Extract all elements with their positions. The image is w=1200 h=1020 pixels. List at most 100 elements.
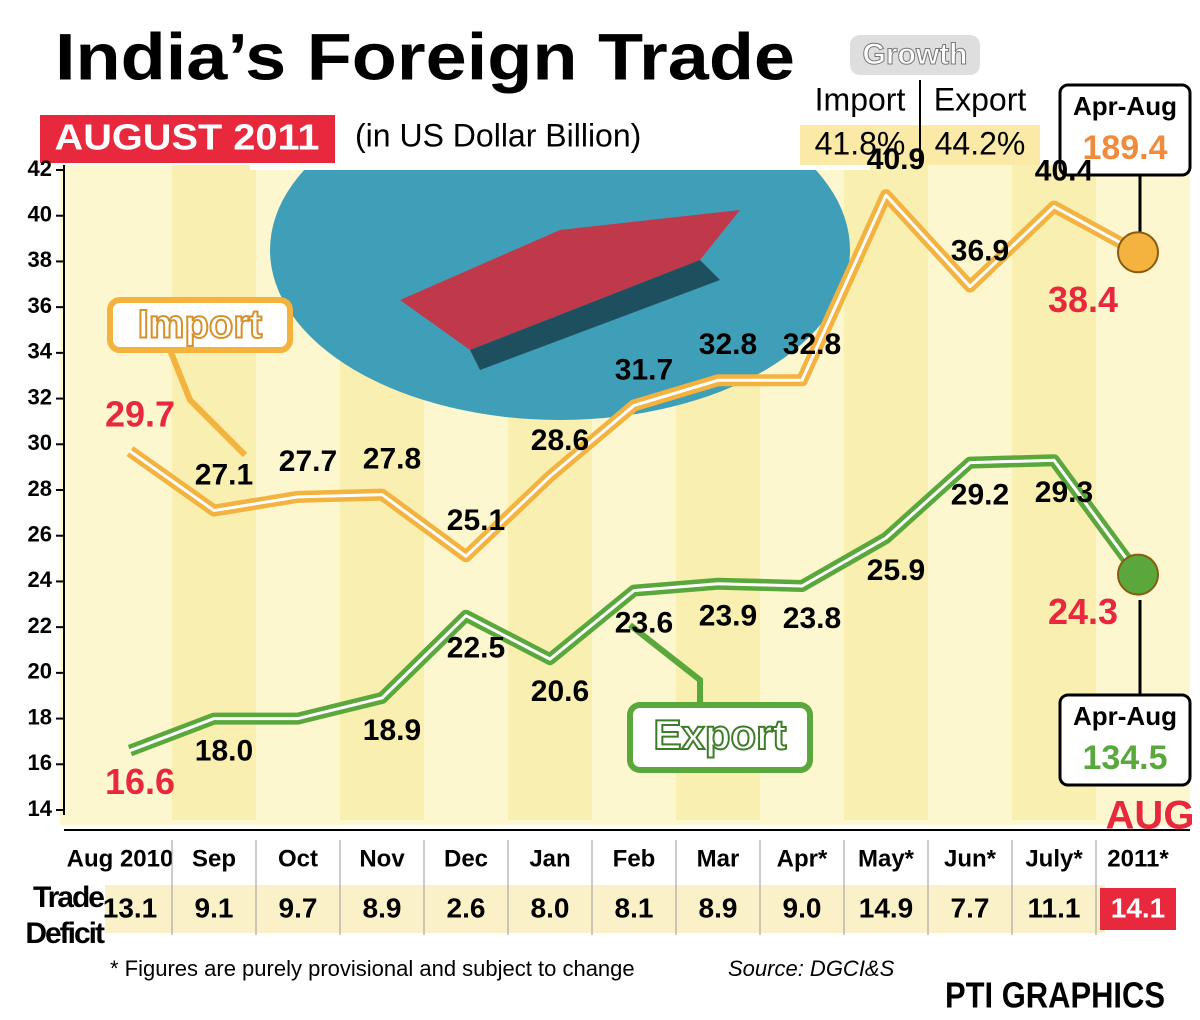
deficit-value: 14.9 (859, 892, 914, 923)
export-legend-box (627, 702, 813, 773)
data-label: 27.7 (279, 445, 337, 478)
growth-label: Export (934, 81, 1027, 117)
column-stripe (844, 165, 928, 820)
y-tick-label: 42 (28, 156, 52, 181)
data-label: 18.9 (363, 714, 421, 747)
deficit-value: 8.9 (699, 892, 738, 923)
y-tick-label: 28 (28, 476, 52, 501)
legend-pointer (628, 622, 703, 705)
x-tick-label: May* (858, 845, 915, 872)
legend-label: Export (653, 711, 786, 758)
y-tick-label: 24 (28, 567, 53, 592)
import-legend-box (107, 297, 293, 353)
data-label: 27.1 (195, 458, 253, 491)
data-label: 32.8 (783, 328, 841, 361)
data-label: 29.7 (105, 394, 175, 435)
deficit-value: 9.7 (279, 892, 318, 923)
import-total-box (1058, 83, 1192, 177)
y-tick-label: 14 (28, 796, 53, 821)
data-label: 27.8 (363, 442, 421, 475)
y-tick-label: 18 (28, 704, 52, 729)
y-tick-label: 30 (28, 430, 52, 455)
ship (400, 210, 740, 350)
data-label: 18.0 (195, 734, 253, 767)
total-label: Apr-Aug (1073, 91, 1177, 121)
y-tick-label: 32 (28, 384, 52, 409)
x-tick-label: July* (1025, 845, 1083, 872)
x-tick-label: Oct (278, 845, 318, 872)
y-tick-label: 16 (28, 750, 52, 775)
deficit-value: 8.9 (363, 892, 402, 923)
data-label: 24.3 (1048, 591, 1118, 632)
y-tick-label: 36 (28, 293, 52, 318)
data-label: 28.6 (531, 424, 589, 457)
series-line-inner (129, 193, 1139, 558)
deficit-value: 9.1 (195, 892, 234, 923)
legend-pointer (167, 348, 248, 458)
growth-box (850, 35, 980, 75)
deficit-value: 9.0 (783, 892, 822, 923)
data-label: 23.8 (783, 602, 841, 635)
export-total-box (1058, 693, 1192, 787)
export-total: 134.5 (1082, 739, 1167, 777)
y-tick-label: 40 (28, 202, 52, 227)
data-label: 29.2 (951, 478, 1009, 511)
growth-value: 44.2% (935, 125, 1026, 161)
data-label: 36.9 (951, 234, 1009, 267)
import-total: 189.4 (1082, 129, 1167, 167)
data-label: 31.7 (615, 353, 673, 386)
deficit-value: 11.1 (1028, 892, 1081, 923)
data-label: 40.4 (1035, 154, 1094, 187)
growth-value: 41.8% (815, 125, 906, 161)
data-label: 23.6 (615, 606, 673, 639)
data-label: 40.9 (867, 143, 925, 176)
deficit-value: 2.6 (447, 892, 486, 923)
x-tick-label: 2011* (1107, 845, 1169, 872)
growth-title: Growth (863, 38, 968, 71)
data-label: 38.4 (1048, 279, 1118, 320)
data-label: 16.6 (105, 761, 175, 802)
growth-label: Import (815, 81, 906, 117)
x-tick-label: Aug 2010 (67, 845, 174, 872)
deficit-label: Trade Deficit (25, 881, 105, 950)
x-tick-label: Mar (697, 845, 740, 872)
deficit-value: 8.1 (615, 892, 654, 923)
deficit-row-bg (105, 885, 1105, 933)
data-label: 32.8 (699, 328, 757, 361)
deficit-highlight (1100, 888, 1176, 930)
unit-note: (in US Dollar Billion) (355, 117, 641, 153)
x-tick-label: Sep (192, 845, 236, 872)
x-tick-label: Apr* (777, 845, 828, 872)
data-label: 29.3 (1035, 476, 1093, 509)
x-tick-label: Jan (529, 845, 570, 872)
subtitle: AUGUST 2011 (55, 117, 320, 158)
deficit-value: 14.1 (1111, 892, 1166, 923)
data-label: 23.9 (699, 600, 757, 633)
credit: PTI GRAPHICS (945, 975, 1165, 1016)
y-tick-label: 38 (28, 247, 52, 272)
y-tick-label: 20 (28, 659, 52, 684)
deficit-value: 8.0 (531, 892, 570, 923)
x-tick-label: Feb (613, 845, 656, 872)
end-marker (1117, 553, 1159, 596)
y-tick-label: 34 (28, 339, 53, 364)
data-label: 20.6 (531, 675, 589, 708)
data-label: 22.5 (447, 632, 505, 665)
data-label: 25.1 (447, 504, 505, 537)
data-label: 25.9 (867, 554, 925, 587)
series-line-inner (129, 458, 1140, 752)
x-tick-label: Jun* (944, 845, 997, 872)
footnote: * Figures are purely provisional and sub… (110, 956, 635, 981)
chart-title: India’s Foreign Trade (55, 19, 795, 93)
photo-mask (250, 60, 870, 170)
end-marker (1117, 231, 1159, 274)
deficit-value: 13.1 (103, 892, 158, 923)
ship-hull (470, 260, 720, 370)
source: Source: DGCI&S (728, 956, 895, 981)
legend-label: Import (138, 303, 262, 347)
x-tick-label: Nov (359, 845, 405, 872)
y-tick-label: 22 (28, 613, 52, 638)
subtitle-box (40, 115, 335, 163)
